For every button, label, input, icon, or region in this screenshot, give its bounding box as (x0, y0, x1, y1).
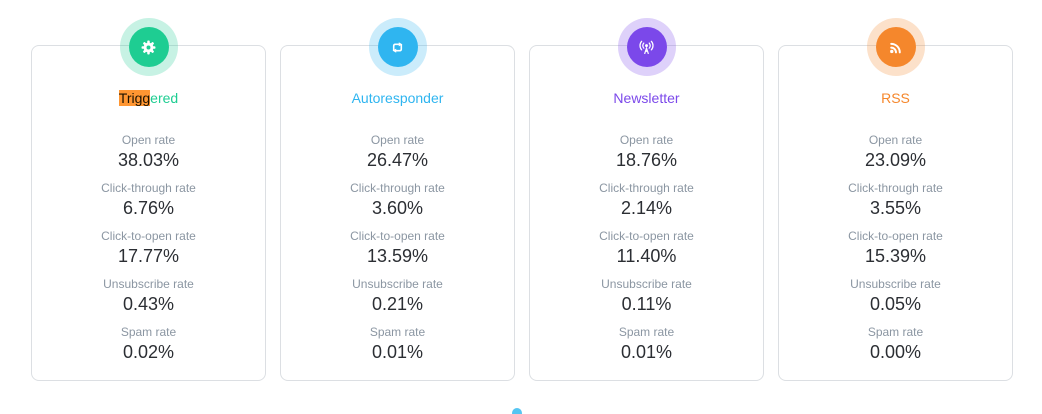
stat-label: Spam rate (369, 325, 426, 339)
card-title-text: Autoresponder (351, 90, 444, 106)
card-title-text: ered (150, 90, 179, 106)
stat-card-newsletter: Newsletter Open rate 18.76% Click-throug… (529, 18, 764, 381)
stat-value: 0.43% (122, 294, 175, 314)
stat-value: 0.02% (122, 342, 175, 362)
stat-label: Spam rate (867, 325, 924, 339)
stat-value: 18.76% (615, 150, 678, 170)
stat-label: Spam rate (618, 325, 675, 339)
stat-click-to-open-rate: Click-to-open rate 17.77% (32, 228, 265, 268)
stat-card-rss: RSS Open rate 23.09% Click-through rate … (778, 18, 1013, 381)
stat-label: Click-to-open rate (350, 229, 445, 243)
stat-click-through-rate: Click-through rate 3.55% (779, 180, 1012, 220)
stat-value: 23.09% (864, 150, 927, 170)
stat-value: 0.11% (621, 294, 672, 314)
stat-value: 0.05% (869, 294, 922, 314)
stat-label: Unsubscribe rate (103, 277, 194, 291)
repeat-icon-badge (368, 18, 427, 76)
gear-icon (128, 27, 169, 67)
card-title-triggered: Triggered (32, 88, 265, 108)
chat-widget-button[interactable] (512, 408, 522, 414)
stat-click-through-rate: Click-through rate 3.60% (281, 180, 514, 220)
stat-label: Click-to-open rate (599, 229, 694, 243)
stat-spam-rate: Spam rate 0.01% (530, 324, 763, 364)
broadcast-tower-icon (626, 27, 667, 67)
stat-unsubscribe-rate: Unsubscribe rate 0.11% (530, 276, 763, 316)
stat-label: Click-through rate (101, 181, 196, 195)
stat-value: 0.01% (620, 342, 673, 362)
search-highlight: Trigg (118, 90, 151, 106)
stat-value: 3.60% (371, 198, 424, 218)
stat-click-to-open-rate: Click-to-open rate 13.59% (281, 228, 514, 268)
stat-value: 15.39% (864, 246, 927, 266)
stat-label: Spam rate (120, 325, 177, 339)
stat-label: Unsubscribe rate (352, 277, 443, 291)
stat-value: 3.55% (869, 198, 922, 218)
stat-card-autoresponder: Autoresponder Open rate 26.47% Click-thr… (280, 18, 515, 381)
stat-click-through-rate: Click-through rate 6.76% (32, 180, 265, 220)
stat-label: Unsubscribe rate (601, 277, 692, 291)
stat-unsubscribe-rate: Unsubscribe rate 0.43% (32, 276, 265, 316)
stat-unsubscribe-rate: Unsubscribe rate 0.21% (281, 276, 514, 316)
stat-label: Open rate (868, 133, 923, 147)
card-title-rss: RSS (779, 88, 1012, 108)
stat-label: Click-to-open rate (848, 229, 943, 243)
stat-open-rate: Open rate 18.76% (530, 132, 763, 172)
stat-open-rate: Open rate 23.09% (779, 132, 1012, 172)
broadcast-tower-icon-badge (617, 18, 676, 76)
stat-click-to-open-rate: Click-to-open rate 11.40% (530, 228, 763, 268)
rss-icon (875, 27, 916, 67)
stat-spam-rate: Spam rate 0.00% (779, 324, 1012, 364)
card-title-text: RSS (881, 90, 910, 106)
stat-cards-row: Triggered Open rate 38.03% Click-through… (31, 18, 1013, 381)
stat-value: 0.00% (869, 342, 922, 362)
stat-value: 6.76% (122, 198, 175, 218)
stat-click-to-open-rate: Click-to-open rate 15.39% (779, 228, 1012, 268)
rss-icon-badge (866, 18, 925, 76)
card-title-newsletter: Newsletter (530, 88, 763, 108)
stat-label: Open rate (121, 133, 176, 147)
stat-label: Click-through rate (350, 181, 445, 195)
stat-unsubscribe-rate: Unsubscribe rate 0.05% (779, 276, 1012, 316)
stat-value: 2.14% (620, 198, 673, 218)
gear-icon-badge (119, 18, 178, 76)
stat-value: 11.40% (616, 246, 677, 266)
stat-value: 0.21% (371, 294, 424, 314)
stat-label: Open rate (619, 133, 674, 147)
stat-value: 38.03% (117, 150, 180, 170)
stat-label: Unsubscribe rate (850, 277, 941, 291)
stat-value: 26.47% (366, 150, 429, 170)
stat-value: 17.77% (117, 246, 180, 266)
stat-open-rate: Open rate 26.47% (281, 132, 514, 172)
stat-label: Click-to-open rate (101, 229, 196, 243)
stat-value: 13.59% (366, 246, 429, 266)
card-title-autoresponder: Autoresponder (281, 88, 514, 108)
stat-spam-rate: Spam rate 0.01% (281, 324, 514, 364)
stat-spam-rate: Spam rate 0.02% (32, 324, 265, 364)
stat-value: 0.01% (371, 342, 424, 362)
stat-card-triggered: Triggered Open rate 38.03% Click-through… (31, 18, 266, 381)
stat-click-through-rate: Click-through rate 2.14% (530, 180, 763, 220)
stat-open-rate: Open rate 38.03% (32, 132, 265, 172)
repeat-icon (377, 27, 418, 67)
stat-label: Open rate (370, 133, 425, 147)
card-title-text: Newsletter (613, 90, 680, 106)
stat-label: Click-through rate (599, 181, 694, 195)
stat-label: Click-through rate (848, 181, 943, 195)
